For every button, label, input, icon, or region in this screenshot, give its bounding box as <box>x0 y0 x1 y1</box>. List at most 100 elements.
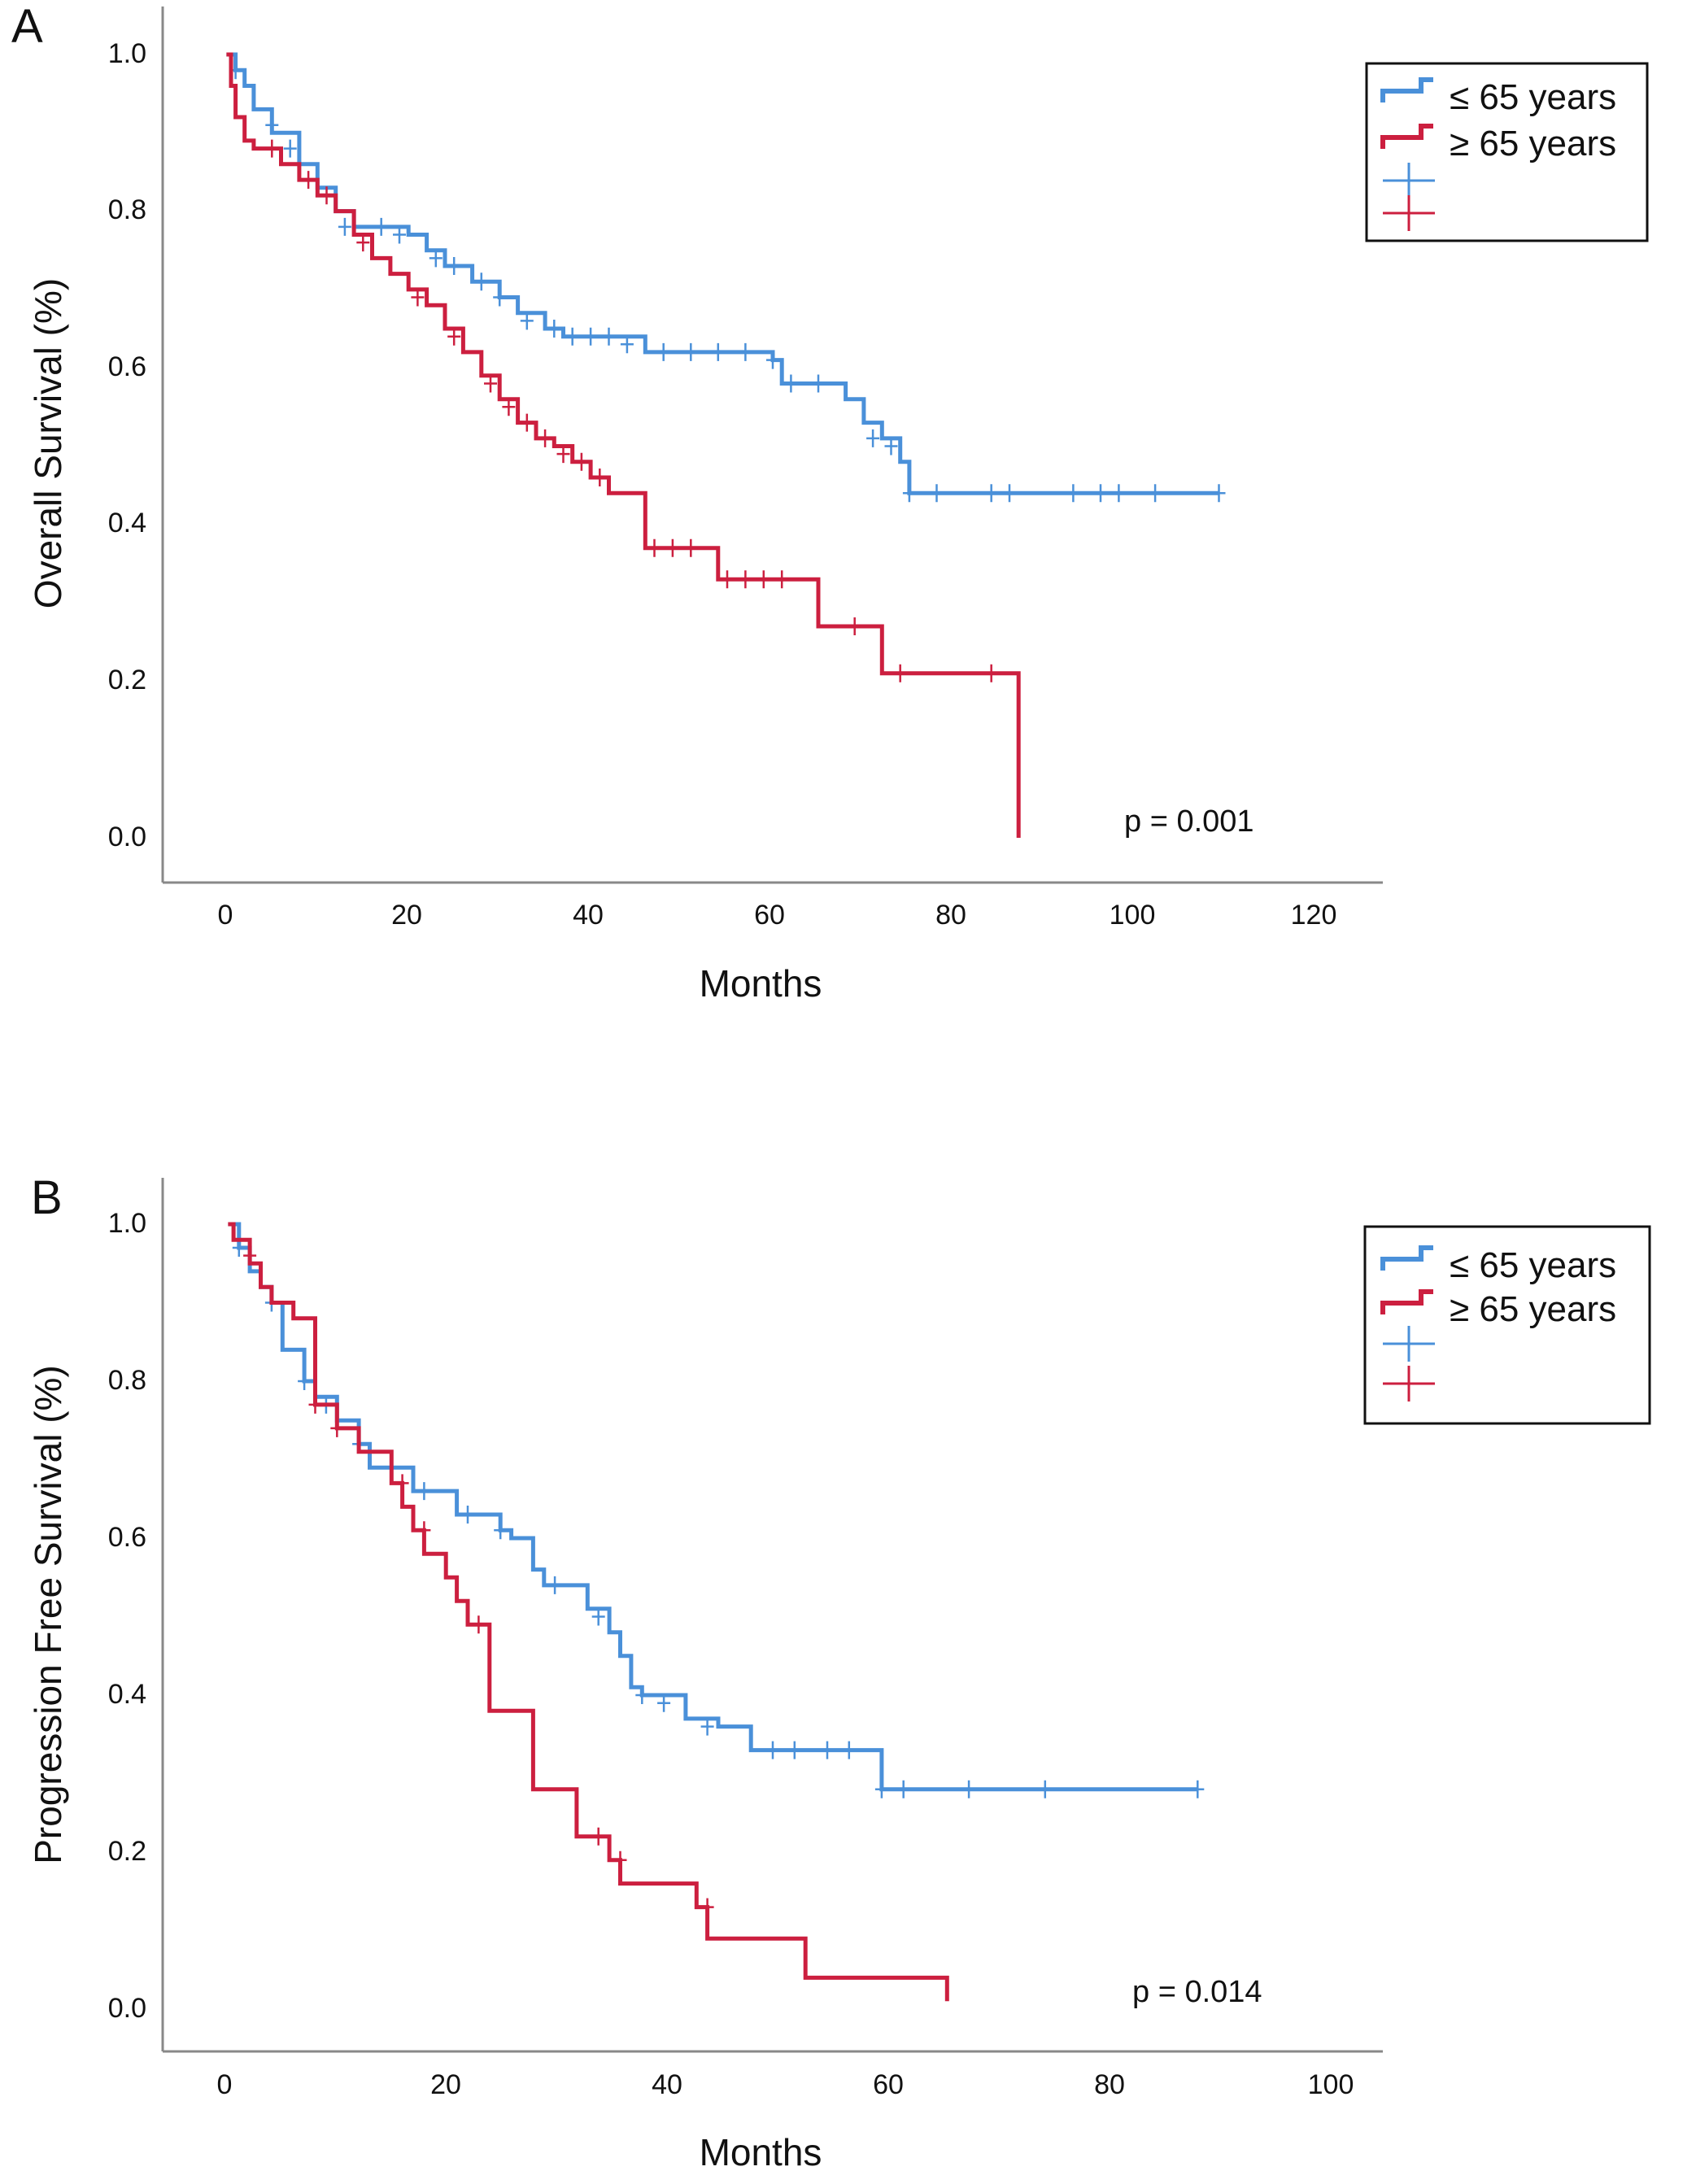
panel-b-y-ticks: 0.0 0.2 0.4 0.6 0.8 1.0 <box>108 1208 146 2024</box>
panel-a-censor-mark-le65-23 <box>866 429 880 447</box>
panel-a-xtick-80: 80 <box>935 900 966 931</box>
panel-a-xtick-100: 100 <box>1110 900 1156 931</box>
panel-b-xtick-0: 0 <box>217 2069 233 2100</box>
panel-a-xtick-0: 0 <box>218 900 233 931</box>
panel-a-censor-mark-le65-25 <box>902 484 916 503</box>
panel-a-censor-mark-ge65-0 <box>265 139 279 158</box>
panel-a-legend: ≤ 65 years ≥ 65 years <box>1365 62 1649 242</box>
panel-a-censor-mark-le65-32 <box>1149 484 1162 503</box>
panel-a-censor-mark-le65-29 <box>1066 484 1080 503</box>
panel-b-censor-mark-ge65-1 <box>308 1395 322 1414</box>
panel-b-censor-mark-le65-18 <box>874 1780 888 1798</box>
panel-a-censor-mark-ge65-14 <box>665 538 679 557</box>
panel-b-x-ticks: 0 20 40 60 80 100 <box>217 2069 1354 2100</box>
panel-a-censor-mark-le65-1 <box>265 116 279 134</box>
panel-b-censor-mark-ge65-0 <box>243 1246 257 1265</box>
panel-b-ytick-2: 0.4 <box>108 1679 146 1710</box>
panel-b-xtick-60: 60 <box>873 2069 904 2100</box>
panel-a-censor-mark-le65-8 <box>474 272 488 291</box>
panel-a-censor-mark-ge65-13 <box>647 538 661 557</box>
panel-a-overall-survival-chart: A 0.0 0.2 0.4 0.6 0.8 1.0 0 20 40 60 80 … <box>11 0 1649 1005</box>
panel-b-censor-mark-le65-20 <box>962 1780 976 1798</box>
panel-a-x-ticks: 0 20 40 60 80 100 120 <box>218 900 1337 931</box>
panel-a-censor-mark-ge65-10 <box>556 445 570 464</box>
panel-b-ytick-3: 0.6 <box>108 1522 146 1553</box>
panel-a-ytick-0: 0.0 <box>108 822 146 852</box>
panel-b-legend-red-censor-symbol <box>1383 1366 1435 1402</box>
panel-a-censor-mark-le65-4 <box>374 217 388 236</box>
panel-a-censor-mark-ge65-1 <box>302 171 316 190</box>
panel-b-censor-mark-le65-11 <box>635 1686 649 1704</box>
panel-b-legend: ≤ 65 years ≥ 65 years <box>1363 1225 1651 1425</box>
panel-a-censor-mark-le65-5 <box>393 225 406 244</box>
panel-a-censor-mark-le65-14 <box>602 327 616 346</box>
panel-a-censor-mark-le65-21 <box>784 374 798 393</box>
panel-a-legend-red-censor-symbol <box>1383 195 1435 231</box>
panel-b-censor-mark-le65-12 <box>657 1694 671 1712</box>
panel-b-censor-mark-ge65-3 <box>395 1474 409 1493</box>
panel-a-censor-mark-le65-30 <box>1094 484 1107 503</box>
panel-b-legend-red-step-symbol <box>1380 1289 1433 1314</box>
panel-a-xtick-60: 60 <box>754 900 785 931</box>
panel-b-censor-mark-le65-17 <box>842 1741 856 1759</box>
panel-a-xtick-40: 40 <box>573 900 604 931</box>
panel-a-censor-mark-le65-15 <box>620 335 634 354</box>
panel-a-legend-red-step-symbol <box>1380 124 1433 149</box>
panel-a-plot-area <box>226 52 1226 838</box>
panel-a-x-axis-title: Months <box>700 962 822 1005</box>
panel-b-curve-ge65 <box>228 1222 949 2002</box>
panel-b-censor-mark-le65-21 <box>1038 1780 1052 1798</box>
panel-b-censor-mark-le65-8 <box>494 1521 508 1540</box>
panel-a-legend-blue-censor-symbol <box>1383 163 1435 198</box>
panel-a-censor-mark-le65-9 <box>493 288 507 307</box>
panel-b-censor-mark-ge65-8 <box>700 1898 714 1916</box>
panel-b-ytick-0: 0.0 <box>108 1993 146 2024</box>
panel-b-censor-mark-le65-22 <box>1191 1780 1205 1798</box>
panel-b-x-axis-title: Months <box>700 2131 822 2173</box>
panel-a-censor-mark-le65-3 <box>338 217 351 236</box>
panel-b-censor-mark-le65-14 <box>766 1741 779 1759</box>
panel-a-censor-mark-le65-10 <box>520 312 534 330</box>
panel-a-censor-mark-ge65-16 <box>721 570 734 589</box>
panel-a-censor-mark-ge65-15 <box>684 538 698 557</box>
panel-a-axes <box>161 7 1383 884</box>
panel-a-curve-ge65 <box>226 52 1021 838</box>
panel-b-censor-mark-le65-2 <box>298 1372 312 1390</box>
panel-b-curve-le65 <box>228 1222 1198 1792</box>
panel-b-legend-blue-censor-symbol <box>1383 1326 1435 1362</box>
panel-a-censor-mark-le65-20 <box>766 351 779 369</box>
panel-a-censor-mark-ge65-19 <box>775 570 789 589</box>
panel-a-letter: A <box>11 0 43 53</box>
panel-a-censor-mark-le65-26 <box>930 484 944 503</box>
panel-b-xtick-100: 100 <box>1308 2069 1354 2100</box>
panel-a-censor-mark-ge65-21 <box>893 664 907 682</box>
panel-b-censor-mark-le65-15 <box>787 1741 801 1759</box>
panel-b-censor-mark-le65-19 <box>896 1780 910 1798</box>
panel-a-xtick-120: 120 <box>1291 900 1337 931</box>
panel-a-xtick-20: 20 <box>391 900 422 931</box>
panel-a-y-axis-title: Overall Survival (%) <box>27 278 69 608</box>
panel-a-censor-mark-le65-27 <box>984 484 998 503</box>
panel-a-censor-mark-ge65-12 <box>593 469 607 486</box>
panel-a-censor-mark-le65-31 <box>1112 484 1126 503</box>
panel-b-censor-mark-ge65-6 <box>591 1827 605 1846</box>
panel-b-letter: B <box>31 1171 63 1224</box>
panel-a-censor-mark-le65-24 <box>884 437 898 456</box>
panel-a-censor-mark-ge65-18 <box>756 570 770 589</box>
panel-b-legend-red-label: ≥ 65 years <box>1450 1289 1616 1329</box>
panel-b-progression-free-survival-chart: B 0.0 0.2 0.4 0.6 0.8 1.0 0 20 40 60 80 … <box>27 1171 1651 2173</box>
panel-b-censor-mark-le65-13 <box>700 1717 714 1736</box>
panel-a-censor-mark-le65-6 <box>429 249 443 268</box>
panel-a-censor-mark-le65-18 <box>711 342 725 361</box>
panel-a-censor-mark-le65-7 <box>447 257 461 275</box>
panel-b-censor-mark-le65-6 <box>417 1482 431 1501</box>
panel-b-censor-mark-ge65-5 <box>472 1615 486 1634</box>
panel-a-censor-mark-le65-16 <box>656 342 670 361</box>
panel-a-censor-mark-ge65-5 <box>447 327 461 346</box>
panel-b-ytick-5: 1.0 <box>108 1208 146 1239</box>
panel-a-censor-mark-ge65-22 <box>984 664 998 682</box>
panel-b-censor-mark-ge65-4 <box>417 1521 431 1540</box>
panel-b-p-value: p = 0.014 <box>1132 1975 1262 2009</box>
panel-b-xtick-20: 20 <box>430 2069 461 2100</box>
